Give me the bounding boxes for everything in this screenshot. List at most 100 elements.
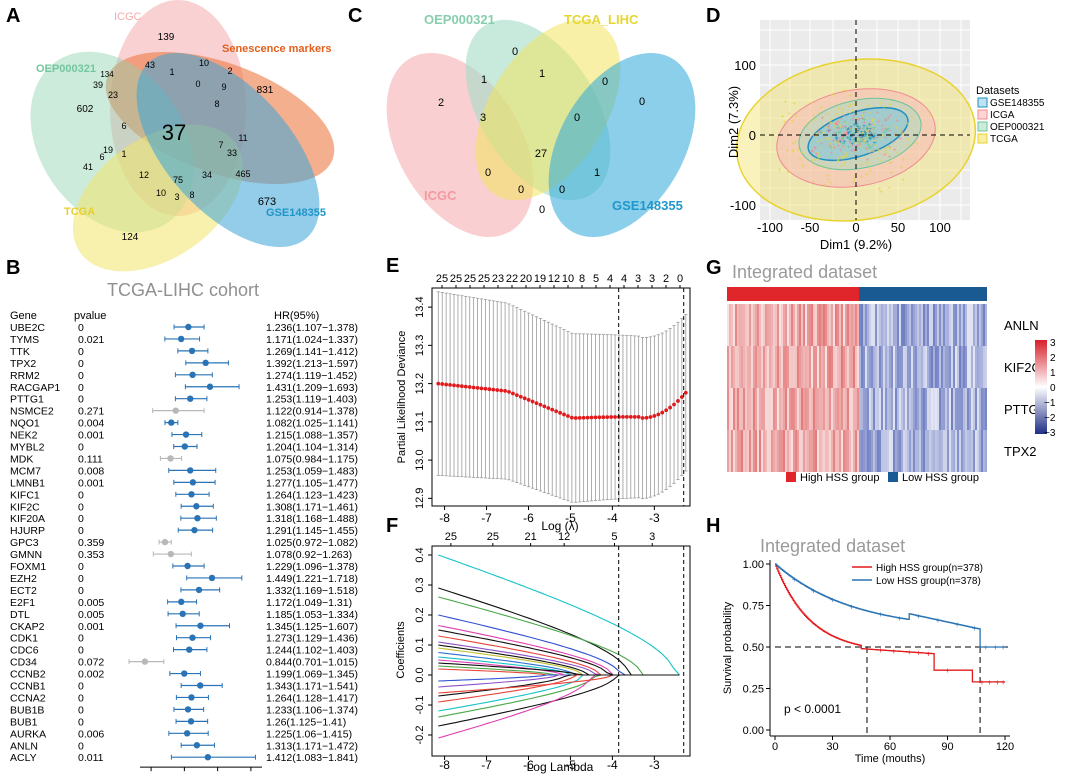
pca-point: + (843, 141, 847, 147)
pca-point: + (858, 134, 862, 140)
pca-point: + (863, 118, 867, 124)
forest-gene: MCM7 (10, 465, 41, 477)
pca-point: + (865, 146, 869, 152)
forest-gene: E2F1 (10, 597, 35, 609)
heatmap-cell (807, 346, 809, 388)
pca-point: + (866, 126, 870, 132)
pca-point: + (827, 123, 831, 129)
pca-point: + (843, 133, 847, 139)
heatmap-cell (807, 304, 809, 346)
heatmap-cell (809, 388, 811, 430)
pca-point: + (834, 140, 838, 146)
pca-point: + (894, 133, 898, 139)
heatmap-cell (889, 304, 891, 346)
heatmap-cell (847, 304, 849, 346)
heatmap-cell (935, 430, 937, 472)
venn-a-count: 673 (258, 196, 276, 208)
pca-point: + (872, 118, 876, 124)
pca-point: + (861, 114, 865, 120)
pca-point: + (851, 135, 855, 141)
heatmap-cell (939, 388, 941, 430)
heatmap-cell (785, 346, 787, 388)
km-censor-high: + (907, 648, 912, 657)
coef-y-tick: 0.2 (414, 607, 426, 622)
heatmap-cell (835, 304, 837, 346)
pca-point: + (842, 139, 846, 145)
heatmap-cell (791, 388, 793, 430)
forest-point (189, 479, 197, 486)
heatmap-cell (949, 388, 951, 430)
heatmap-cell (939, 430, 941, 472)
venn-a-count: 7 (218, 140, 223, 150)
km-censor-high: + (926, 649, 931, 658)
heatmap-cell (831, 304, 833, 346)
pca-point: + (855, 123, 859, 129)
km-title: Integrated dataset (760, 536, 905, 556)
forest-pvalue: 0.353 (78, 549, 104, 561)
km-curve-low (775, 563, 1005, 648)
cv-point (664, 408, 669, 413)
pca-point: + (863, 138, 867, 144)
heatmap-cell (967, 430, 969, 472)
pca-legend-oep: OEP000321 (990, 122, 1045, 133)
heatmap-cell (745, 304, 747, 346)
cv-point (538, 402, 543, 407)
venn-c-count: 1 (539, 68, 545, 80)
heatmap-cell (783, 304, 785, 346)
pca-point: + (856, 124, 860, 130)
heatmap-cell (763, 388, 765, 430)
pca-point: + (856, 145, 860, 151)
pca-point: + (841, 145, 845, 151)
pca-point: + (840, 134, 844, 140)
pca-point: + (856, 127, 860, 133)
pca-point: + (841, 107, 845, 113)
heatmap-cell (909, 346, 911, 388)
cv-top-tick: 19 (534, 273, 546, 285)
pca-point: + (871, 119, 875, 125)
pca-point: + (853, 147, 857, 153)
venn-c-count: 1 (594, 167, 600, 179)
pca-point: + (873, 132, 877, 138)
forest-hr-text: 1.343(1.171−1.541) (266, 681, 358, 693)
heatmap-cell (801, 346, 803, 388)
heatmap-cell (751, 346, 753, 388)
forest-hr-text: 1.264(1.128−1.417) (266, 692, 358, 704)
heatmap-cell (943, 430, 945, 472)
venn-a-count: 8 (189, 190, 194, 200)
coef-x-tick: -6 (523, 758, 534, 772)
heatmap-cell (907, 430, 909, 472)
heatmap-cell (743, 346, 745, 388)
pca-point: + (849, 103, 853, 109)
forest-point (195, 586, 203, 594)
coef-path (438, 596, 680, 676)
pca-point: + (839, 148, 843, 154)
heatmap-cell (861, 430, 863, 472)
heatmap-cell (787, 430, 789, 472)
cv-point (676, 399, 680, 403)
venn-c-gse-ellipse (548, 53, 696, 237)
forest-point (184, 562, 191, 570)
forest-pvalue: 0 (78, 442, 84, 454)
heatmap-cell (973, 346, 975, 388)
km-censor-low: + (993, 643, 998, 652)
cv-point (605, 415, 610, 420)
pca-legend-tcga: TCGA (990, 134, 1018, 145)
heatmap-cell (921, 346, 923, 388)
pca-point: + (860, 139, 864, 145)
pca-point: + (859, 134, 863, 140)
heatmap-cell (869, 346, 871, 388)
forest-pvalue: 0 (78, 573, 84, 585)
venn-a-count: 1 (169, 67, 174, 77)
pca-point: + (835, 136, 839, 142)
venn-a-count: 41 (83, 162, 93, 172)
heatmap-cell (815, 430, 817, 472)
pca-point: + (822, 131, 826, 137)
pca-point: + (880, 136, 884, 142)
pca-point: + (837, 120, 841, 126)
heatmap-cell (979, 304, 981, 346)
pca-point: + (877, 120, 881, 126)
pca-point: + (841, 157, 845, 163)
venn-c-count: 0 (485, 167, 491, 179)
pca-point: + (895, 126, 899, 132)
heatmap-cell (891, 430, 893, 472)
